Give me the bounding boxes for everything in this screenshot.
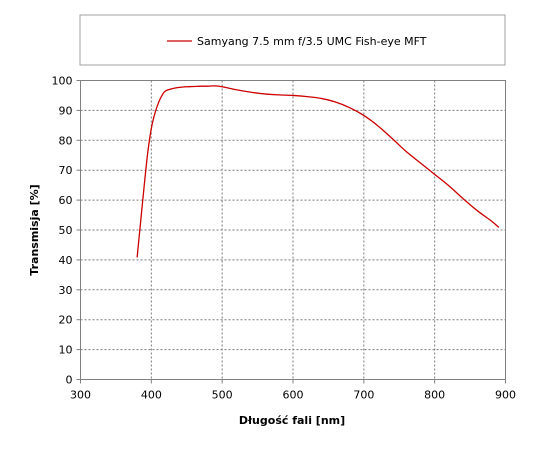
y-tick-label: 20 <box>59 314 73 327</box>
x-tick-label: 500 <box>212 389 233 402</box>
y-tick-label: 50 <box>59 224 73 237</box>
y-tick-label: 10 <box>59 344 73 357</box>
y-axis-title: Transmisja [%] <box>28 184 41 275</box>
y-tick-label: 90 <box>59 104 73 117</box>
x-tick-label: 400 <box>141 389 162 402</box>
y-tick-label: 30 <box>59 284 73 297</box>
x-tick-label: 600 <box>283 389 304 402</box>
series-line <box>136 85 500 258</box>
y-tick-label: 80 <box>59 134 73 147</box>
y-tick-label: 0 <box>66 374 73 387</box>
legend-label: Samyang 7.5 mm f/3.5 UMC Fish-eye MFT <box>197 35 427 48</box>
y-tick-label: 100 <box>52 75 73 88</box>
y-tick-label: 40 <box>59 254 73 267</box>
y-tick-label: 60 <box>59 194 73 207</box>
legend: Samyang 7.5 mm f/3.5 UMC Fish-eye MFT <box>79 14 506 66</box>
x-tick-label: 300 <box>70 389 91 402</box>
x-tick-label: 900 <box>495 389 516 402</box>
y-tick-label: 70 <box>59 164 73 177</box>
x-axis-title: Długość fali [nm] <box>239 414 345 427</box>
x-tick-label: 800 <box>424 389 445 402</box>
legend-box <box>79 14 506 66</box>
axes: 0 10 20 30 40 50 60 70 80 90 100 300 400 500 600 700 800… <box>52 75 517 402</box>
x-tick-label: 700 <box>353 389 374 402</box>
series-layer <box>136 85 500 258</box>
